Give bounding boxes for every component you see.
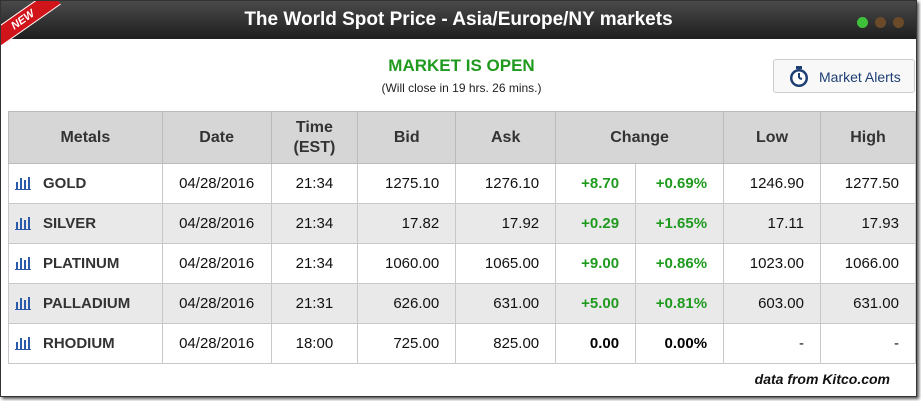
date-cell: 04/28/2016: [161, 203, 272, 244]
high-cell: 1277.50: [819, 163, 917, 204]
market-alerts-button[interactable]: Market Alerts: [773, 59, 915, 93]
high-cell: 1066.00: [819, 243, 917, 284]
metal-cell: SILVER: [8, 203, 163, 244]
bid-cell: 17.82: [357, 203, 457, 244]
low-cell: 17.11: [723, 203, 821, 244]
title-bar: The World Spot Price - Asia/Europe/NY ma…: [1, 1, 916, 45]
high-cell: 17.93: [819, 203, 917, 244]
title: The World Spot Price - Asia/Europe/NY ma…: [244, 9, 673, 30]
metal-cell: RHODIUM: [8, 323, 163, 364]
bid-cell: 626.00: [357, 283, 457, 324]
metal-row: RHODIUM 04/28/2016 18:00 725.00 825.00 0.00 0.…: [8, 323, 917, 364]
dot: [875, 17, 886, 28]
source-note: data from Kitco.com: [754, 371, 890, 387]
column-header: Date: [161, 111, 272, 164]
bid-cell: 1275.10: [357, 163, 457, 204]
metal-cell: PLATINUM: [8, 243, 163, 284]
change-cell: +8.70: [555, 163, 637, 204]
button-label[interactable]: Market Alerts: [819, 69, 901, 85]
dot: [893, 17, 904, 28]
chart-icon[interactable]: [15, 256, 31, 270]
metal-cell: GOLD: [8, 163, 163, 204]
metal-name: SILVER: [43, 215, 97, 232]
column-header: Ask: [455, 111, 557, 164]
bid-cell: 1060.00: [357, 243, 457, 284]
date-cell: 04/28/2016: [161, 323, 272, 364]
metal-row: SILVER 04/28/2016 21:34 17.82 17.92 +0.29 +1.6…: [8, 203, 917, 244]
market-close-note: (Will close in 19 hrs. 26 mins.): [381, 81, 542, 95]
bid-cell: 725.00: [357, 323, 457, 364]
date-cell: 04/28/2016: [161, 163, 272, 204]
dot: [857, 17, 868, 28]
change-cell: +9.00: [555, 243, 637, 284]
metal-row: GOLD 04/28/2016 21:34 1275.10 1276.10 +8.70 +0…: [8, 163, 917, 204]
ask-cell: 631.00: [455, 283, 557, 324]
change-cell: +0.29: [555, 203, 637, 244]
price-table: Metals Date Time (EST) Bid Ask Change Low High …: [8, 111, 917, 364]
column-header: Bid: [357, 111, 457, 164]
column-header: Low: [723, 111, 821, 164]
column-header: Change: [555, 111, 725, 164]
market-status: MARKET IS OPEN: [388, 56, 535, 75]
date-cell: 04/28/2016: [161, 283, 272, 324]
low-cell: -: [723, 323, 821, 364]
date-cell: 04/28/2016: [161, 243, 272, 284]
column-header: Time (EST): [270, 111, 359, 164]
change-pct-cell: +0.69%: [635, 163, 725, 204]
chart-icon[interactable]: [15, 216, 31, 230]
ask-cell: 17.92: [455, 203, 557, 244]
change-pct-cell: +0.81%: [635, 283, 725, 324]
metal-cell: PALLADIUM: [8, 283, 163, 324]
column-header: High: [819, 111, 917, 164]
chart-icon[interactable]: [15, 296, 31, 310]
alert-icon: [790, 66, 808, 87]
metal-name: RHODIUM: [43, 335, 115, 352]
column-header: Metals: [8, 111, 163, 164]
time-cell: 21:34: [270, 243, 359, 284]
time-cell: 21:34: [270, 203, 359, 244]
change-cell: 0.00: [555, 323, 637, 364]
low-cell: 1246.90: [723, 163, 821, 204]
metal-name: GOLD: [43, 175, 87, 192]
chart-icon[interactable]: [15, 336, 31, 350]
change-pct-cell: +0.86%: [635, 243, 725, 284]
time-cell: 21:31: [270, 283, 359, 324]
time-cell: 18:00: [270, 323, 359, 364]
metal-name: PLATINUM: [43, 255, 120, 272]
metal-row: PLATINUM 04/28/2016 21:34 1060.00 1065.00 +9.…: [8, 243, 917, 284]
high-cell: 631.00: [819, 283, 917, 324]
ask-cell: 1065.00: [455, 243, 557, 284]
change-cell: +5.00: [555, 283, 637, 324]
time-cell: 21:34: [270, 163, 359, 204]
change-pct-cell: 0.00%: [635, 323, 725, 364]
change-pct-cell: +1.65%: [635, 203, 725, 244]
metal-name: PALLADIUM: [43, 295, 131, 312]
header-row: Metals Date Time (EST) Bid Ask Change Low High: [8, 111, 917, 164]
high-cell: -: [819, 323, 917, 364]
ask-cell: 1276.10: [455, 163, 557, 204]
metal-row: PALLADIUM 04/28/2016 21:31 626.00 631.00 +5.0…: [8, 283, 917, 324]
badge: NEW: [1, 1, 61, 45]
ribbon: NEW: [1, 1, 61, 45]
ask-cell: 825.00: [455, 323, 557, 364]
low-cell: 603.00: [723, 283, 821, 324]
chart-icon[interactable]: [15, 176, 31, 190]
low-cell: 1023.00: [723, 243, 821, 284]
